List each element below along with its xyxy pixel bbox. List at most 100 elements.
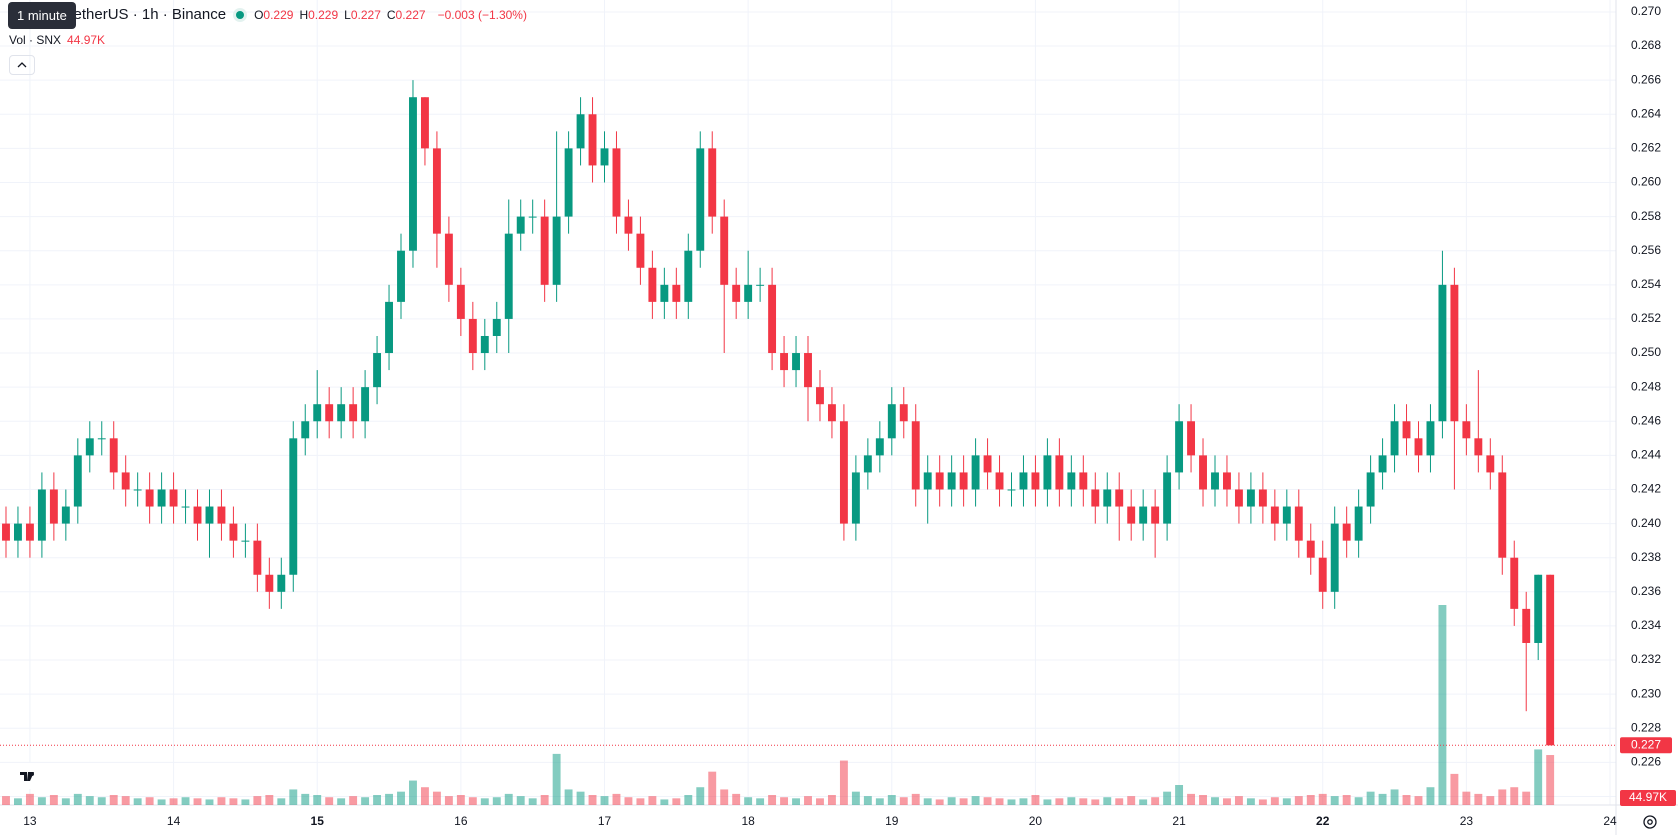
candle-body — [1234, 489, 1243, 507]
volume-bar — [109, 795, 118, 805]
candle-body — [1079, 472, 1088, 490]
candle-body — [337, 404, 346, 422]
candle-body — [361, 387, 370, 422]
candle-body — [636, 233, 645, 268]
volume-bar — [971, 796, 980, 805]
candle-body — [1115, 489, 1124, 507]
price-badge-label: 0.227 — [1631, 737, 1661, 751]
volume-bar — [600, 796, 609, 805]
volume-bar — [1007, 799, 1016, 805]
ohlc-value: 0.227 — [395, 7, 426, 22]
volume-bar — [1115, 798, 1124, 805]
x-tick-label: 19 — [885, 814, 899, 828]
candle-body — [696, 148, 705, 251]
volume-bar — [1354, 797, 1363, 805]
volume-bar — [624, 797, 633, 805]
candle-body — [1223, 472, 1231, 490]
volume-bar — [432, 791, 441, 805]
candle-body — [325, 404, 334, 422]
candle-body — [899, 404, 908, 422]
candle-body — [37, 489, 46, 541]
candle-body — [660, 284, 669, 302]
volume-bar — [1450, 773, 1459, 805]
volume-bar — [37, 797, 46, 805]
candle-body — [289, 438, 298, 575]
volume-bar — [1330, 796, 1339, 805]
candle-body — [1031, 472, 1040, 490]
ohlc-key: L — [344, 7, 351, 22]
candle-body — [456, 284, 465, 319]
volume-bar — [564, 789, 573, 805]
candle-body — [1007, 489, 1016, 491]
volume-bar — [1486, 796, 1495, 805]
logo[interactable] — [14, 763, 44, 789]
volume-bar — [911, 793, 920, 805]
ohlc-key: H — [299, 7, 309, 22]
volume-bar — [540, 795, 549, 805]
volume-bar — [887, 795, 896, 805]
candle-body — [744, 284, 753, 302]
candle-body — [145, 489, 154, 507]
candle-body — [181, 506, 190, 508]
volume-bar — [385, 793, 393, 805]
candle-body — [1282, 506, 1291, 524]
x-tick-label: 22 — [1316, 814, 1330, 828]
volume-bar — [1534, 749, 1543, 805]
volume-bar — [612, 793, 621, 805]
symbol-title[interactable]: TetherUS · 1h · Binance — [66, 6, 227, 23]
candle-body — [1127, 506, 1136, 524]
volume-bar — [73, 793, 82, 805]
candle-body — [1211, 472, 1219, 490]
y-tick-label: 0.262 — [1631, 141, 1661, 155]
candle-body — [1187, 421, 1196, 456]
volume-bar — [516, 796, 525, 805]
volume-bar — [456, 795, 465, 805]
y-tick-label: 0.258 — [1631, 209, 1661, 223]
y-tick-label: 0.232 — [1631, 652, 1661, 666]
tooltip: 1 minute — [8, 2, 76, 29]
volume-bar — [492, 797, 501, 805]
volume-bar — [792, 798, 800, 805]
candle-body — [1043, 455, 1052, 490]
candle-body — [732, 284, 741, 302]
volume-bar — [696, 787, 705, 805]
volume-bar — [827, 795, 836, 805]
volume-bar — [959, 798, 968, 805]
candle-body — [1414, 438, 1423, 456]
volume-bar — [397, 791, 405, 805]
candle-body — [923, 472, 932, 490]
volume-bar — [1234, 796, 1243, 805]
candle-body — [827, 404, 836, 422]
volume-bar — [756, 798, 765, 805]
candle-body — [684, 250, 693, 302]
candle-body — [792, 353, 800, 371]
volume-bar — [145, 797, 154, 805]
volume-bar — [1282, 798, 1291, 805]
volume-bar — [744, 797, 753, 805]
collapse-button[interactable] — [9, 55, 35, 75]
price-badge — [1620, 737, 1672, 754]
change-label: −0.003 (−1.30%) — [437, 7, 527, 22]
y-tick-label: 0.236 — [1631, 584, 1661, 598]
volume-bar — [2, 796, 10, 805]
volume-bar — [49, 795, 58, 805]
candle-body — [1067, 472, 1076, 490]
candle-body — [875, 438, 884, 456]
candle-body — [1318, 557, 1327, 592]
volume-bar — [1546, 755, 1555, 805]
candle-body — [217, 506, 226, 524]
volume-bar — [1031, 795, 1040, 805]
candle-body — [648, 267, 657, 302]
settings-icon[interactable] — [1640, 812, 1660, 832]
y-tick-label: 0.238 — [1631, 550, 1661, 564]
volume-bar — [1187, 793, 1196, 805]
y-tick-label: 0.228 — [1631, 720, 1661, 734]
volume-bar — [851, 791, 860, 805]
candle-body — [1270, 506, 1279, 524]
volume-bar — [552, 753, 561, 805]
candle-body — [385, 301, 393, 354]
volume-bar — [373, 795, 382, 805]
volume-bar — [863, 796, 872, 805]
candle-body — [971, 455, 980, 490]
